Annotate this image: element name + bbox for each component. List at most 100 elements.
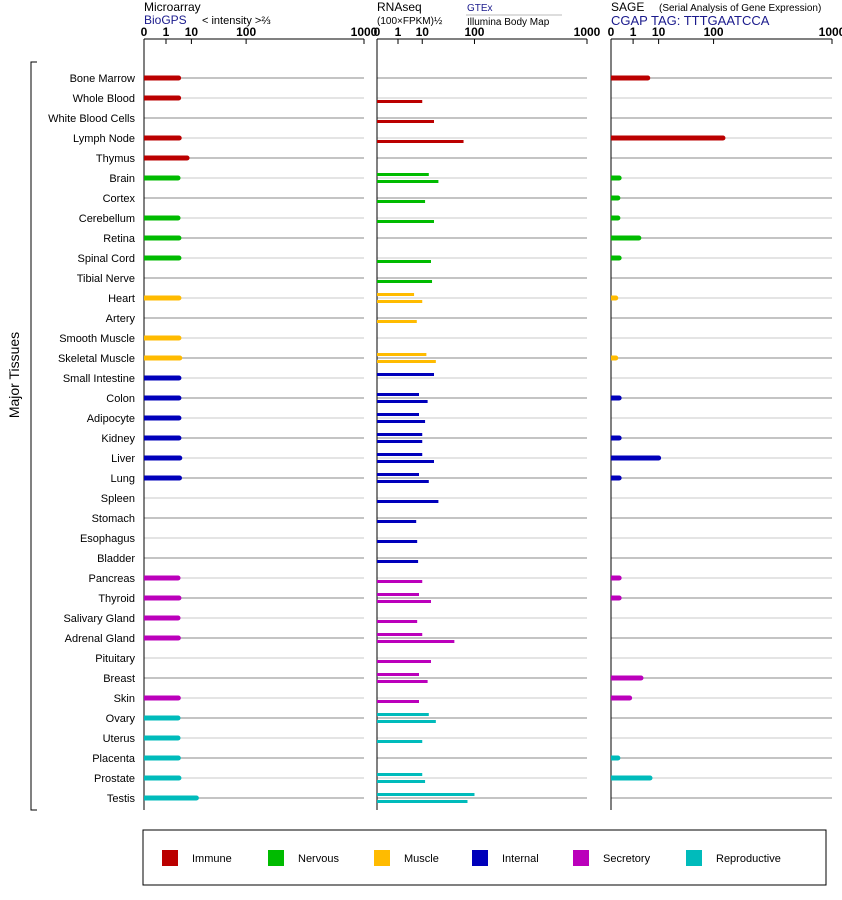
tick-label: 1 [395, 25, 402, 39]
tissue-label: Placenta [92, 753, 136, 765]
data-bar [144, 775, 179, 781]
data-bar-end [616, 475, 622, 481]
data-bar [611, 175, 620, 181]
data-bar [144, 635, 179, 641]
data-bar-end [615, 755, 621, 761]
data-bar [377, 580, 423, 583]
data-bar [144, 595, 179, 601]
data-bar [611, 195, 618, 201]
data-bar-end [175, 175, 181, 181]
data-bar-end [176, 135, 182, 141]
data-bar [611, 575, 620, 581]
data-bar-end [645, 75, 651, 81]
data-bar [377, 453, 423, 456]
data-bar [144, 135, 180, 141]
data-bar [144, 215, 179, 221]
data-bar [144, 75, 179, 81]
data-bar-end [175, 715, 181, 721]
tissue-label: Prostate [94, 773, 135, 785]
data-bar-end [656, 455, 662, 461]
data-bar-end [177, 355, 183, 361]
data-bar-end [616, 435, 622, 441]
data-bar [377, 393, 419, 396]
data-bar [377, 140, 464, 143]
data-bar-end [627, 695, 633, 701]
data-bar [377, 713, 429, 716]
data-bar [144, 615, 179, 621]
tick-label: 10 [416, 25, 430, 39]
data-bar-end [720, 135, 726, 141]
tick-label: 1000 [351, 25, 378, 39]
tissue-label: Kidney [101, 433, 135, 445]
data-bar-end [616, 395, 622, 401]
tissue-label: Brain [109, 173, 135, 185]
data-bar-end [175, 635, 181, 641]
tissue-label: Spinal Cord [78, 253, 135, 265]
data-bar [377, 200, 426, 203]
legend-label-immune: Immune [192, 853, 232, 865]
data-bar [377, 640, 455, 643]
panel-title: SAGE [611, 0, 644, 14]
tissue-label: Skeletal Muscle [58, 353, 135, 365]
panel-title: Microarray [144, 0, 201, 14]
tick-label: 0 [374, 25, 381, 39]
tissue-label: Small Intestine [63, 373, 135, 385]
data-bar-end [176, 235, 182, 241]
data-bar-end [176, 435, 182, 441]
tissue-label: Thyroid [98, 593, 135, 605]
data-bar [377, 300, 423, 303]
data-bar [377, 353, 427, 356]
data-bar [611, 475, 620, 481]
panel-subtitle: BioGPS [144, 13, 187, 27]
data-bar [377, 500, 439, 503]
tissue-label: Skin [114, 693, 135, 705]
data-bar [611, 595, 620, 601]
data-bar [377, 480, 429, 483]
data-bar-end [176, 295, 182, 301]
data-bar [377, 633, 423, 636]
data-bar [377, 120, 435, 123]
tissue-label: Smooth Muscle [59, 333, 135, 345]
data-bar [611, 255, 620, 261]
data-bar [611, 435, 620, 441]
body-map-label: Illumina Body Map [467, 17, 550, 28]
legend-swatch-reproductive [686, 850, 702, 866]
tissue-label: Liver [111, 453, 135, 465]
data-bar [144, 715, 179, 721]
data-bar-end [647, 775, 653, 781]
data-bar [377, 280, 433, 283]
gtex-label: GTEx [467, 3, 493, 14]
tissue-label: White Blood Cells [48, 113, 135, 125]
tissue-label: Salivary Gland [63, 613, 135, 625]
data-bar [377, 440, 423, 443]
tissue-label: Pancreas [89, 573, 136, 585]
data-bar [611, 755, 618, 761]
tick-label: 0 [141, 25, 148, 39]
tick-label: 0 [608, 25, 615, 39]
data-bar [377, 600, 431, 603]
data-bar [144, 395, 179, 401]
data-bar [377, 100, 423, 103]
tissue-label: Cortex [103, 193, 136, 205]
data-bar [377, 740, 423, 743]
data-bar [377, 173, 429, 176]
panel-subtitle: (100×FPKM)½ [377, 16, 443, 27]
tissue-label: Lymph Node [73, 133, 135, 145]
data-bar [377, 793, 475, 796]
panel-title-note: (Serial Analysis of Gene Expression) [659, 3, 821, 14]
data-bar [144, 155, 188, 161]
tissue-label: Thymus [96, 153, 136, 165]
data-bar [377, 520, 417, 523]
tissue-label: Artery [106, 313, 136, 325]
data-bar [144, 475, 180, 481]
legend-swatch-muscle [374, 850, 390, 866]
data-bar [144, 455, 180, 461]
data-bar [611, 135, 723, 141]
data-bar [144, 355, 180, 361]
data-bar-end [176, 395, 182, 401]
data-bar-end [176, 375, 182, 381]
data-bar [377, 660, 431, 663]
data-bar-end [176, 595, 182, 601]
tissue-label: Breast [103, 673, 135, 685]
